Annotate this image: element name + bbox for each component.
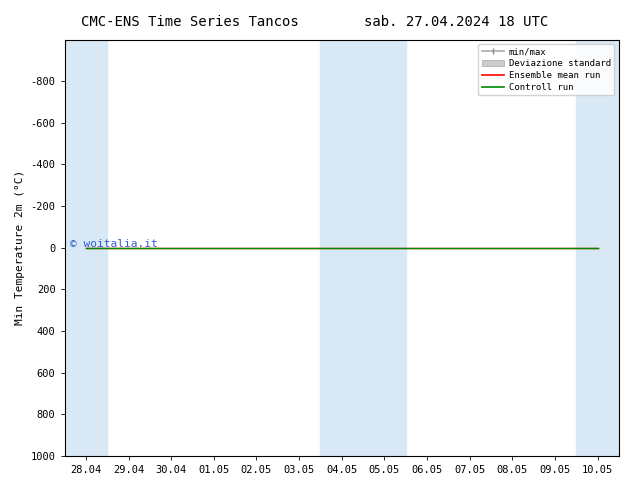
- Text: © woitalia.it: © woitalia.it: [70, 240, 158, 249]
- Bar: [320, 40, 406, 456]
- Bar: [576, 40, 619, 456]
- Bar: [65, 40, 107, 456]
- Legend: min/max, Deviazione standard, Ensemble mean run, Controll run: min/max, Deviazione standard, Ensemble m…: [478, 44, 614, 96]
- Text: sab. 27.04.2024 18 UTC: sab. 27.04.2024 18 UTC: [365, 15, 548, 29]
- Y-axis label: Min Temperature 2m (°C): Min Temperature 2m (°C): [15, 170, 25, 325]
- Text: CMC-ENS Time Series Tancos: CMC-ENS Time Series Tancos: [81, 15, 299, 29]
